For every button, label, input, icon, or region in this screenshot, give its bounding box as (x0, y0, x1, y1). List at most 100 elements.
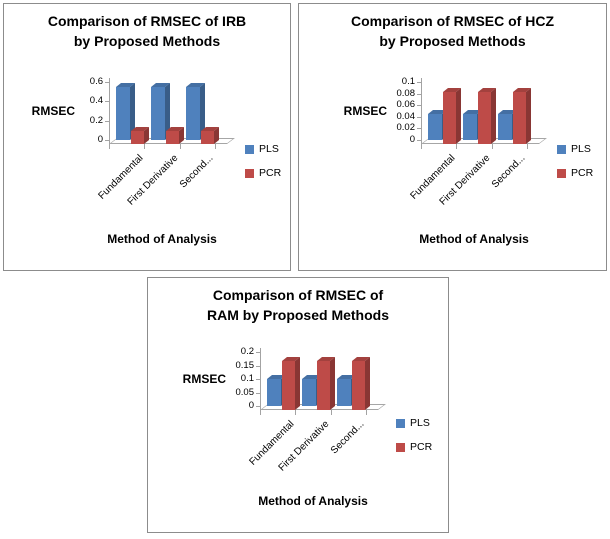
bar-front-face (281, 361, 295, 410)
legend-swatch-pcr (557, 169, 566, 178)
y-axis-tick (417, 116, 421, 118)
y-axis-tick (105, 101, 109, 103)
bar-side-face (526, 87, 532, 144)
bar-side-face (330, 357, 335, 410)
plot-area: 0 0.02 0.04 0.06 0.08 0.1 Fundamental First Der… (299, 4, 606, 270)
pls-bar (302, 374, 321, 406)
bar-front-face (352, 361, 366, 410)
bar-side-face (491, 87, 496, 144)
x-axis-tick (260, 410, 261, 415)
y-tick-label: 0 (97, 134, 103, 145)
y-axis-tick (256, 352, 260, 353)
legend-item: PCR (396, 442, 432, 453)
chart-panel-hcz: Comparison of RMSEC of HCZ by Proposed M… (298, 3, 607, 271)
x-axis-tick (179, 144, 181, 149)
x-axis-title: Method of Analysis (107, 232, 217, 246)
bar-front-face (478, 91, 491, 144)
y-axis-tick (417, 128, 421, 130)
x-axis-tick (491, 144, 493, 149)
y-axis-tick (256, 365, 260, 367)
y-axis-tick (256, 392, 260, 394)
bar-front-face (463, 113, 477, 140)
bar-front-face (115, 86, 130, 140)
legend-swatch-pls (557, 145, 566, 154)
legend-label: PLS (410, 417, 430, 429)
y-axis-title: RMSEC (343, 104, 387, 118)
chart-title: Comparison of RMSEC of HCZ by Proposed M… (299, 11, 606, 51)
bar-front-face (201, 131, 215, 144)
y-axis-line (260, 348, 261, 410)
pcr-bar (352, 357, 371, 410)
y-axis-line (421, 78, 422, 144)
pls-bar (115, 82, 135, 140)
legend-swatch-pcr (245, 169, 254, 178)
x-axis-tick (109, 144, 110, 149)
bar-front-face (151, 86, 165, 140)
legend-swatch-pls (396, 419, 405, 428)
y-tick-label: 0.05 (235, 386, 255, 398)
legend: PLS PCR (396, 418, 432, 466)
chart-title: Comparison of RMSEC of IRB by Proposed M… (4, 11, 290, 51)
y-tick-label: 0.2 (240, 346, 254, 357)
bar-front-face (317, 361, 330, 410)
y-tick-label: 0.06 (396, 99, 416, 111)
y-axis-title: RMSEC (31, 104, 75, 118)
pls-bar (186, 82, 206, 140)
y-tick-label: 0.2 (89, 114, 103, 126)
legend-swatch-pcr (396, 443, 405, 452)
legend-item: PLS (396, 418, 432, 429)
y-axis-tick (417, 82, 421, 83)
y-tick-label: 0 (248, 400, 254, 411)
chart-title-line2: by Proposed Methods (379, 33, 526, 49)
chart-title: Comparison of RMSEC of RAM by Proposed M… (148, 285, 448, 325)
x-axis-tick (295, 410, 297, 415)
chart-panel-irb: Comparison of RMSEC of IRB by Proposed M… (3, 3, 291, 271)
legend: PLS PCR (245, 144, 281, 192)
y-axis-tick (105, 120, 109, 122)
pls-bar (498, 109, 518, 140)
chart-panel-ram: Comparison of RMSEC of RAM by Proposed M… (147, 277, 449, 533)
legend-label: PCR (571, 167, 594, 179)
x-axis-tick (330, 410, 332, 415)
pcr-bar (513, 87, 532, 144)
y-axis-tick (105, 82, 109, 83)
y-tick-label: 0.08 (396, 87, 416, 99)
y-axis-tick (256, 406, 260, 407)
bar-front-face (186, 86, 201, 140)
pcr-bar (442, 87, 461, 144)
pls-bar (337, 374, 357, 406)
legend-label: PLS (571, 143, 591, 155)
y-tick-label: 0.6 (89, 76, 103, 87)
y-tick-label: 0.04 (396, 110, 416, 122)
bar-front-face (266, 379, 281, 406)
bar-front-face (302, 379, 316, 406)
x-axis-tick (456, 144, 458, 149)
y-tick-label: 0 (409, 134, 415, 145)
pcr-bar (281, 357, 300, 410)
y-tick-label: 0.15 (235, 359, 255, 371)
bar-front-face (166, 131, 179, 144)
legend-item: PLS (245, 144, 281, 155)
y-axis-tick (417, 140, 421, 141)
y-tick-label: 0.1 (401, 76, 415, 87)
y-axis-tick (417, 93, 421, 95)
legend-swatch-pls (245, 145, 254, 154)
chart-title-line2: RAM by Proposed Methods (206, 307, 389, 323)
pcr-bar (478, 87, 496, 144)
x-axis-tick (215, 144, 216, 149)
bar-front-face (498, 113, 513, 140)
pls-bar (427, 109, 447, 140)
pls-bar (463, 109, 482, 140)
legend: PLS PCR (557, 144, 593, 192)
bar-front-face (513, 91, 527, 144)
legend-label: PLS (259, 143, 279, 155)
chart-title-line1: Comparison of RMSEC of HCZ (351, 13, 554, 29)
pcr-bar (130, 127, 149, 144)
pcr-bar (317, 357, 335, 410)
chart-title-line2: by Proposed Methods (73, 33, 221, 49)
y-tick-label: 0.02 (396, 122, 416, 134)
bar-side-face (455, 87, 461, 144)
y-axis-line (109, 78, 110, 144)
pls-bar (266, 374, 286, 406)
